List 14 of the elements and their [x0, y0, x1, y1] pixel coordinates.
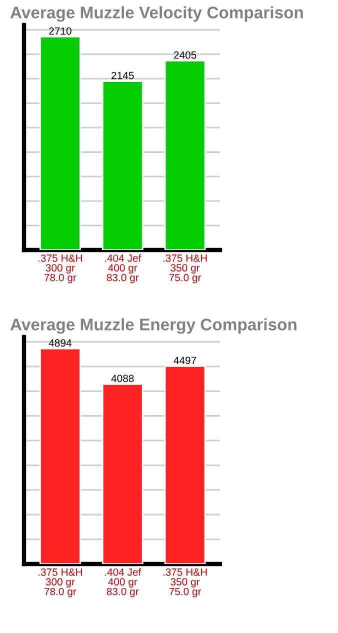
data-label: 2145 — [112, 72, 134, 80]
data-label: 2710 — [49, 27, 72, 35]
x-tick-label: .375 H&H 300 gr 78.0 gr — [38, 254, 82, 284]
data-label: 2405 — [174, 51, 196, 59]
chart-title: Average Muzzle Energy Comparison — [10, 318, 296, 334]
chart-title: Average Muzzle Velocity Comparison — [10, 6, 303, 22]
x-tick-label: .404 Jef 400 gr 83.0 gr — [105, 254, 142, 284]
data-label: 4088 — [111, 374, 134, 382]
x-tick-label: .375 H&H 350 gr 75.0 gr — [163, 254, 207, 284]
data-label: 4894 — [48, 339, 72, 347]
x-tick-label: .375 H&H 300 gr 78.0 gr — [38, 568, 82, 598]
x-tick-label: .404 Jef 400 gr 83.0 gr — [105, 568, 142, 598]
x-tick-label: .375 H&H 350 gr 75.0 gr — [163, 568, 207, 598]
data-label: 4497 — [174, 356, 196, 364]
